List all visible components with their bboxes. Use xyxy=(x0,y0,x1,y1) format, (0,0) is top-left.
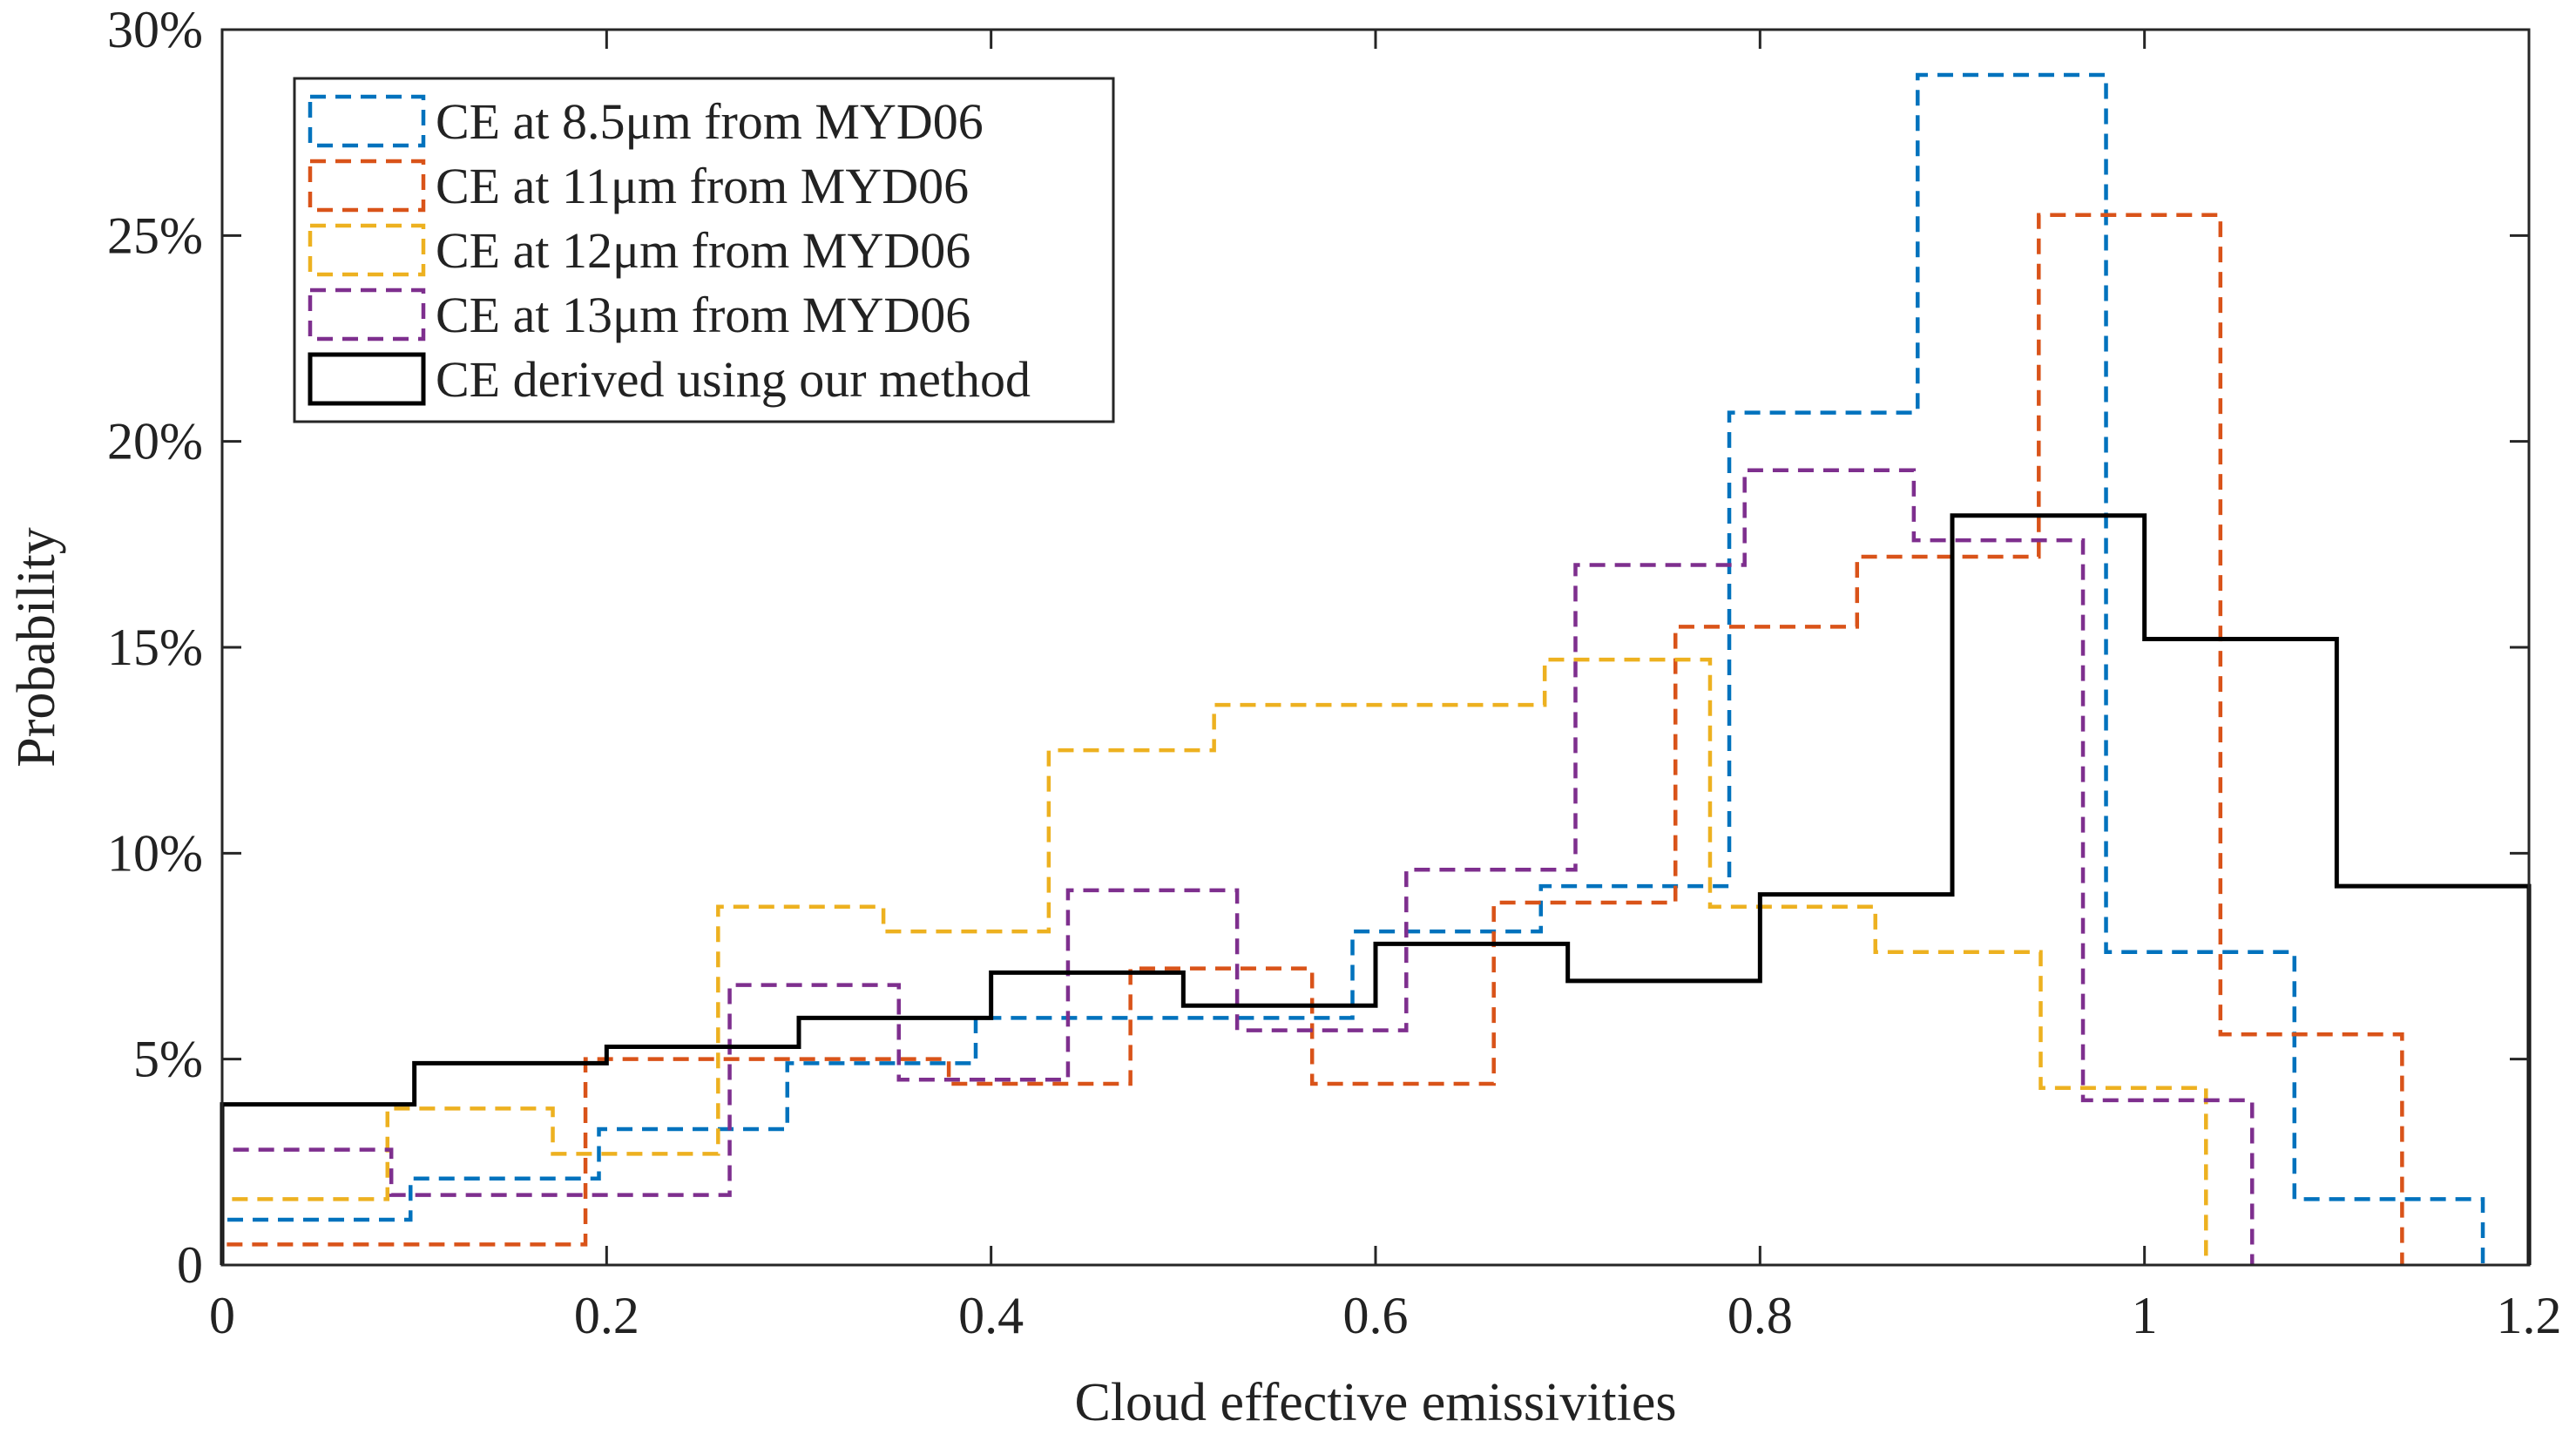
x-tick-label: 0.4 xyxy=(958,1287,1024,1344)
legend-label-5: CE derived using our method xyxy=(436,351,1031,408)
x-axis-label: Cloud effective emissivities xyxy=(1074,1373,1676,1432)
x-tick-label: 0 xyxy=(209,1287,235,1344)
series-line-5 xyxy=(220,513,2532,1265)
legend-swatch-1 xyxy=(308,94,426,148)
y-tick-label: 10% xyxy=(107,824,203,882)
y-tick-label: 30% xyxy=(107,1,203,58)
legend-swatch-3 xyxy=(308,223,426,277)
y-tick-label: 5% xyxy=(133,1031,203,1088)
legend-label-3: CE at 12μm from MYD06 xyxy=(436,222,970,279)
legend-label-1: CE at 8.5μm from MYD06 xyxy=(436,93,984,150)
legend-label-2: CE at 11μm from MYD06 xyxy=(436,158,969,214)
y-tick-label: 15% xyxy=(107,619,203,676)
legend-swatch-4 xyxy=(308,288,426,342)
series-line-4 xyxy=(220,468,2255,1265)
series-layer xyxy=(220,72,2532,1265)
series-line-2 xyxy=(220,213,2404,1265)
legend-box xyxy=(293,77,1115,423)
legend-swatch-2 xyxy=(308,159,426,213)
series-line-3 xyxy=(220,657,2208,1265)
series-line-1 xyxy=(220,72,2485,1265)
x-tick-label: 1.2 xyxy=(2497,1287,2562,1344)
y-tick-label: 0 xyxy=(177,1236,203,1294)
x-tick-label: 1 xyxy=(2132,1287,2158,1344)
legend-label-4: CE at 13μm from MYD06 xyxy=(436,287,970,343)
y-tick-label: 25% xyxy=(107,206,203,264)
y-axis-label: Probability xyxy=(7,527,66,768)
x-tick-label: 0.2 xyxy=(574,1287,639,1344)
x-tick-label: 0.8 xyxy=(1727,1287,1793,1344)
ticks-layer: 0 0.2 0.4 0.6 0.8 1 1.2 0 5% 10% 15% 20% 25% 30% xyxy=(107,1,2561,1344)
y-tick-label: 20% xyxy=(107,413,203,470)
legend-swatch-5 xyxy=(308,352,426,406)
legend: CE at 8.5μm from MYD06 CE at 11μm from MY… xyxy=(293,77,1115,423)
x-tick-label: 0.6 xyxy=(1343,1287,1409,1344)
